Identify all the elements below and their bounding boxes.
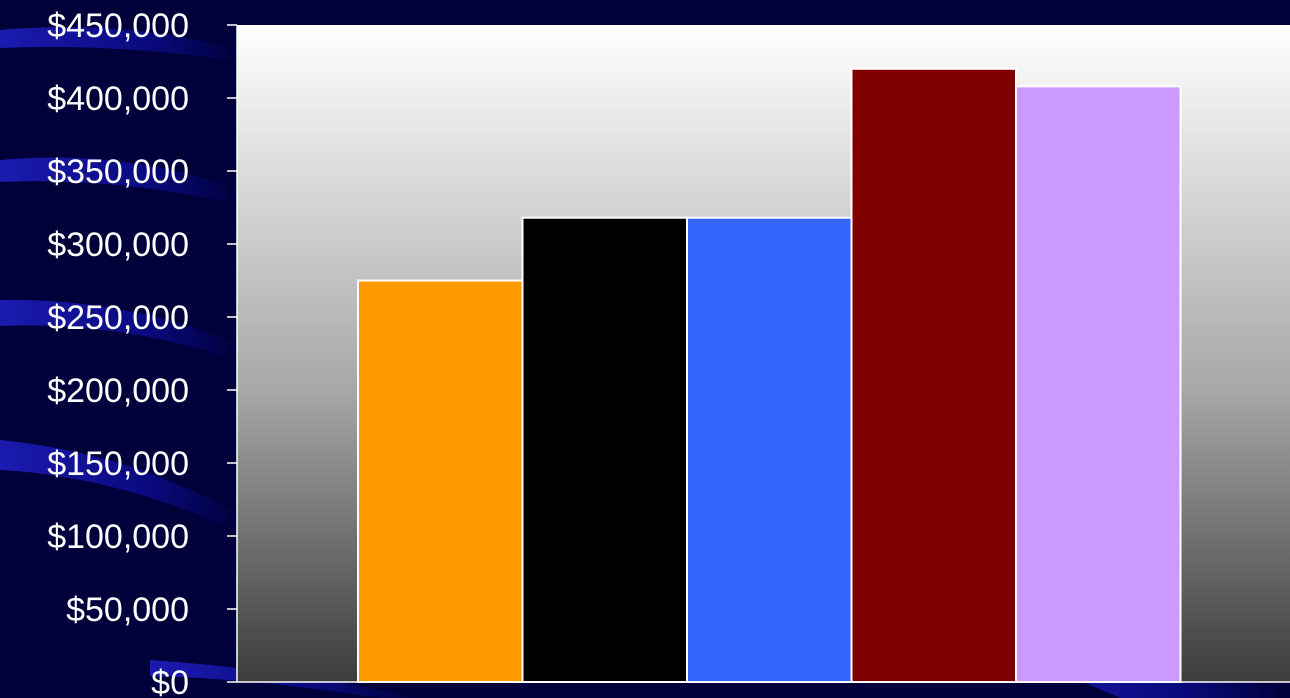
y-tick-label: $100,000	[47, 518, 189, 556]
bar-4	[850, 67, 1017, 684]
y-tick-label: $300,000	[47, 226, 189, 264]
bars	[357, 67, 1182, 684]
y-tick-label: $350,000	[47, 153, 189, 191]
y-tick-label: $150,000	[47, 445, 189, 483]
bar-1	[357, 279, 524, 683]
y-tick-label: $250,000	[47, 299, 189, 337]
y-tick-label: $450,000	[47, 7, 189, 45]
y-tick-label: $200,000	[47, 372, 189, 410]
background-swoosh	[0, 440, 240, 532]
background-swoosh	[0, 299, 240, 362]
y-tick-label: $400,000	[47, 80, 189, 118]
bar-2	[521, 216, 688, 683]
y-tick-label: $0	[151, 664, 189, 698]
bar-5	[1015, 85, 1182, 683]
y-tick-label: $50,000	[66, 591, 189, 629]
bar-3	[686, 216, 853, 683]
background-swoosh	[0, 27, 240, 62]
y-axis-ticks	[227, 24, 237, 683]
background-swoosh	[0, 157, 240, 205]
y-axis-tick-labels: $0 $50,000 $100,000 $150,000 $200,000 $250,00…	[47, 7, 189, 698]
